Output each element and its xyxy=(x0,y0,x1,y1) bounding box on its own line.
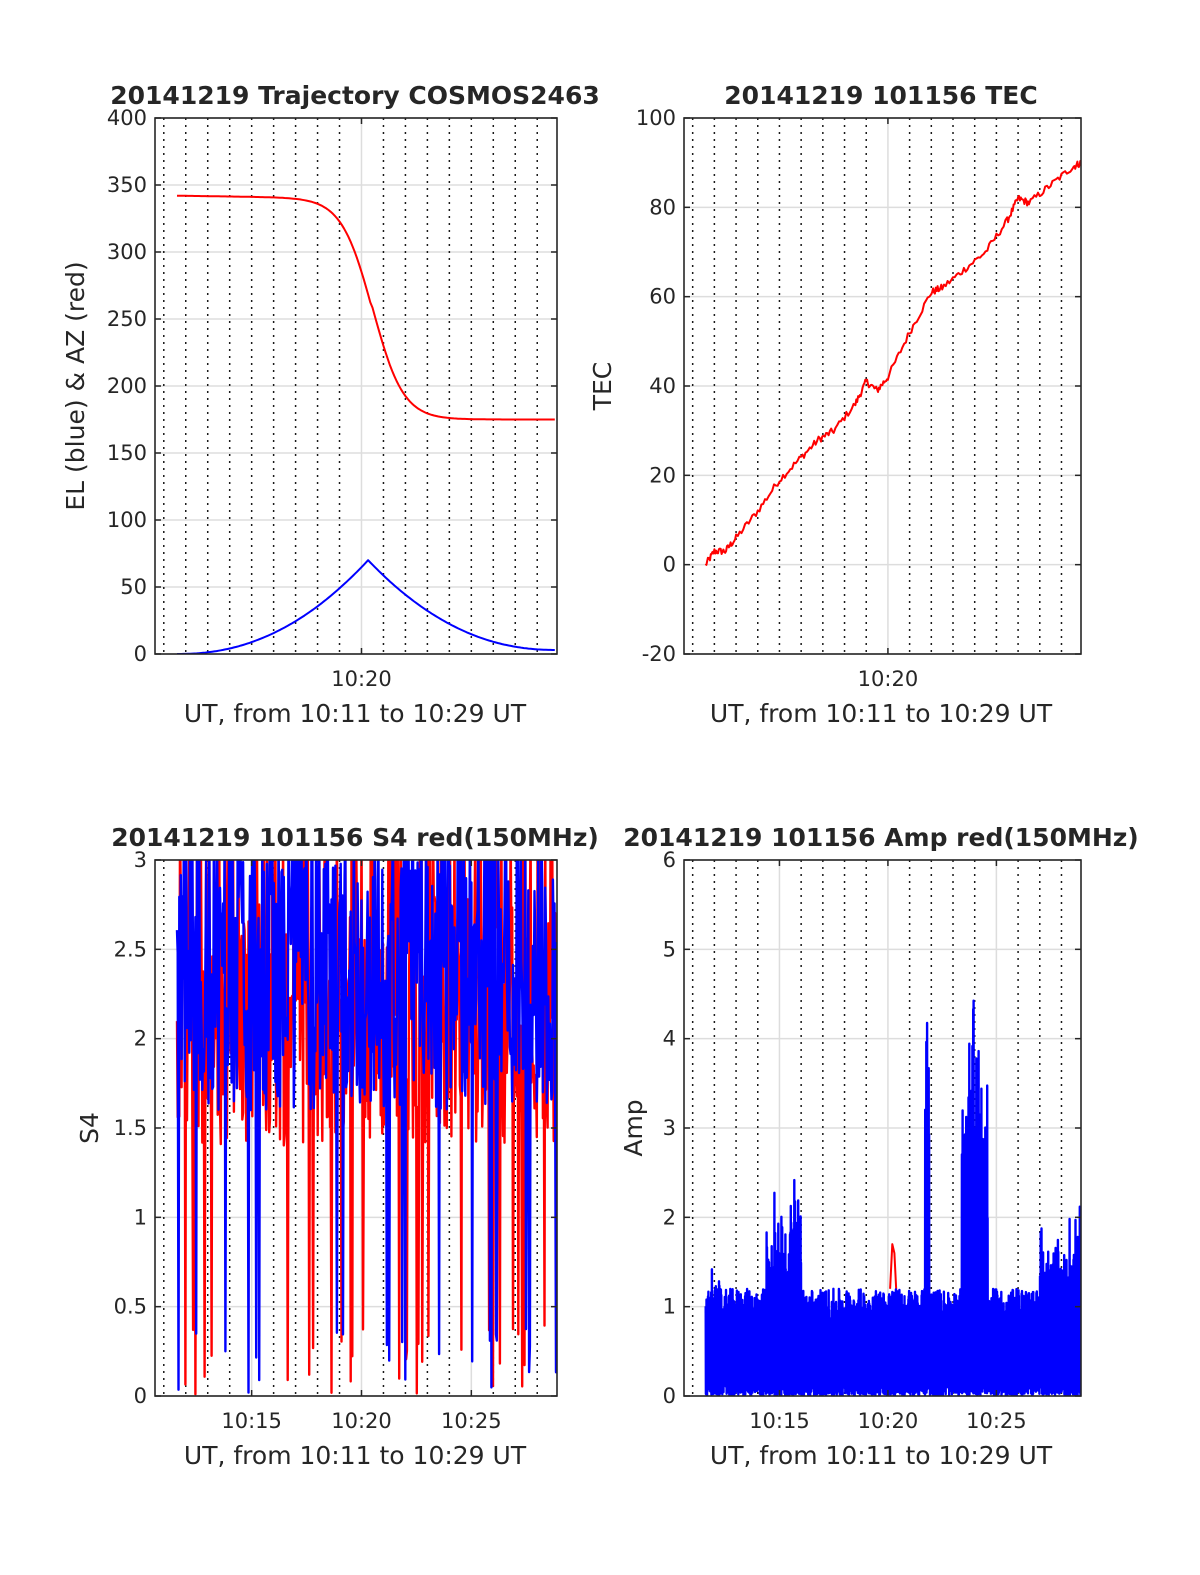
y-tick-label: 0.5 xyxy=(114,1295,147,1319)
y-tick-label: 20 xyxy=(649,463,676,487)
y-axis-label: TEC xyxy=(588,362,617,412)
plot-area xyxy=(175,860,557,1396)
x-tick-label: 10:20 xyxy=(858,1409,919,1433)
y-tick-label: 3 xyxy=(134,848,147,872)
x-axis-label: UT, from 10:11 to 10:29 UT xyxy=(184,1441,527,1470)
y-tick-label: 0 xyxy=(134,1384,147,1408)
y-tick-label: 250 xyxy=(107,307,147,331)
y-axis-label: S4 xyxy=(75,1112,104,1144)
y-tick-label: 200 xyxy=(107,374,147,398)
x-tick-label: 10:20 xyxy=(331,667,392,691)
x-tick-label: 10:20 xyxy=(331,1409,392,1433)
series-red xyxy=(175,860,557,1396)
plot-area xyxy=(704,160,1081,566)
chart-title: 20141219 101156 TEC xyxy=(724,81,1037,110)
y-tick-label: 350 xyxy=(107,173,147,197)
chart-title: 20141219 101156 S4 red(150MHz) xyxy=(111,823,599,852)
y-tick-label: 2 xyxy=(663,1205,676,1229)
x-axis-label: UT, from 10:11 to 10:29 UT xyxy=(710,1441,1053,1470)
x-tick-label: 10:20 xyxy=(858,667,919,691)
y-axis-label: EL (blue) & AZ (red) xyxy=(61,261,90,510)
series-blue xyxy=(704,999,1081,1396)
y-tick-label: 400 xyxy=(107,106,147,130)
x-tick-label: 10:25 xyxy=(441,1409,502,1433)
x-tick-label: 10:25 xyxy=(966,1409,1027,1433)
series-red xyxy=(889,1243,898,1298)
x-axis-label: UT, from 10:11 to 10:29 UT xyxy=(184,699,527,728)
y-tick-label: 300 xyxy=(107,240,147,264)
x-tick-label: 10:15 xyxy=(221,1409,282,1433)
y-tick-label: 2 xyxy=(134,1027,147,1051)
chart-s4: 20141219 101156 S4 red(150MHz) UT, from … xyxy=(75,823,599,1470)
y-tick-label: 100 xyxy=(107,508,147,532)
chart-title: 20141219 101156 Amp red(150MHz) xyxy=(623,823,1139,852)
y-tick-label: 3 xyxy=(663,1116,676,1140)
plot-area xyxy=(176,194,555,654)
y-tick-label: 1.5 xyxy=(114,1116,147,1140)
y-tick-label: 100 xyxy=(636,106,676,130)
y-tick-label: 0 xyxy=(134,642,147,666)
y-tick-label: 6 xyxy=(663,848,676,872)
chart-amp: 20141219 101156 Amp red(150MHz) UT, from… xyxy=(619,823,1139,1470)
series-blue xyxy=(177,559,555,654)
plot-area xyxy=(704,999,1081,1396)
y-tick-label: 60 xyxy=(649,285,676,309)
series-red xyxy=(704,160,1081,566)
series-red xyxy=(176,194,555,421)
y-tick-label: 40 xyxy=(649,374,676,398)
chart-tec: 20141219 101156 TEC UT, from 10:11 to 10… xyxy=(588,81,1082,728)
series-blue xyxy=(175,860,557,1394)
y-tick-label: 2.5 xyxy=(114,937,147,961)
y-tick-label: 4 xyxy=(663,1027,676,1051)
y-tick-label: -20 xyxy=(642,642,676,666)
y-tick-label: 1 xyxy=(134,1205,147,1229)
y-axis-label: Amp xyxy=(619,1099,648,1156)
chart-trajectory: 20141219 Trajectory COSMOS2463 UT, from … xyxy=(61,81,600,728)
x-axis-label: UT, from 10:11 to 10:29 UT xyxy=(710,699,1053,728)
y-tick-label: 50 xyxy=(120,575,147,599)
y-tick-label: 5 xyxy=(663,937,676,961)
y-tick-label: 150 xyxy=(107,441,147,465)
x-tick-label: 10:15 xyxy=(749,1409,810,1433)
chart-title: 20141219 Trajectory COSMOS2463 xyxy=(110,81,600,110)
y-tick-label: 0 xyxy=(663,1384,676,1408)
y-tick-label: 1 xyxy=(663,1295,676,1319)
y-tick-label: 80 xyxy=(649,195,676,219)
y-tick-label: 0 xyxy=(663,553,676,577)
